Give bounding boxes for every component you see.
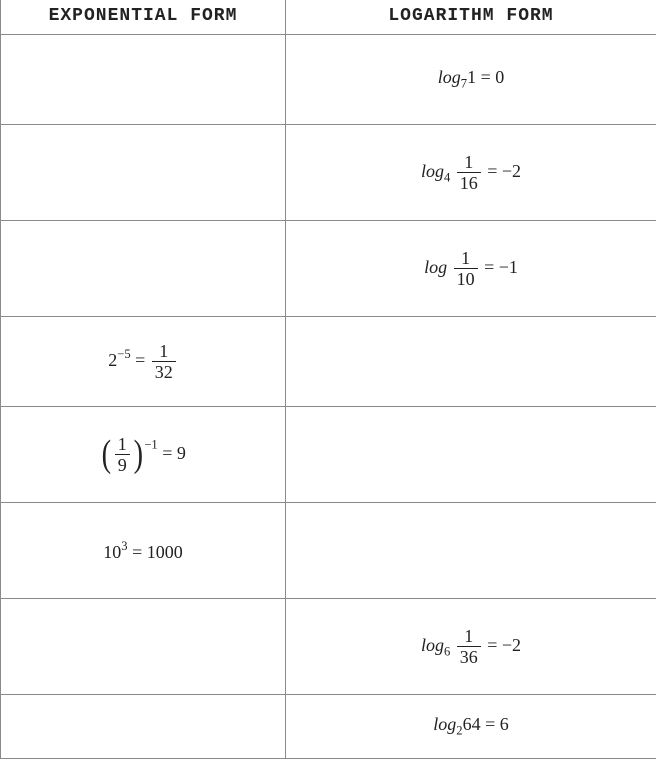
table-row: log4 116 = −2 [1,125,656,221]
cell-exponential: 2−5 = 132 [1,317,286,407]
header-logarithm: LOGARITHM FORM [286,0,656,35]
table-row: log264 = 6 [1,695,656,759]
exp-expr: ( 19 ) −1 = 9 [100,443,186,463]
log-expr: log4 116 = −2 [421,161,521,181]
cell-exponential: ( 19 ) −1 = 9 [1,407,286,503]
table-row: log 110 = −1 [1,221,656,317]
table-row: log71 = 0 [1,35,656,125]
table-row: log6 136 = −2 [1,599,656,695]
table-row: 2−5 = 132 [1,317,656,407]
cell-logarithm [286,407,656,503]
cell-logarithm: log4 116 = −2 [286,125,656,221]
cell-logarithm [286,317,656,407]
log-expr: log264 = 6 [433,714,508,734]
header-row: EXPONENTIAL FORM LOGARITHM FORM [1,0,656,35]
exp-expr: 103 = 1000 [103,542,182,562]
cell-logarithm: log6 136 = −2 [286,599,656,695]
cell-exponential: 103 = 1000 [1,503,286,599]
cell-logarithm: log71 = 0 [286,35,656,125]
table-row: ( 19 ) −1 = 9 [1,407,656,503]
log-expr: log6 136 = −2 [421,635,521,655]
cell-exponential [1,125,286,221]
cell-logarithm: log264 = 6 [286,695,656,759]
cell-exponential [1,35,286,125]
log-expr: log71 = 0 [438,67,504,87]
cell-logarithm: log 110 = −1 [286,221,656,317]
cell-logarithm [286,503,656,599]
exp-expr: 2−5 = 132 [108,350,178,370]
header-exponential: EXPONENTIAL FORM [1,0,286,35]
log-expr: log 110 = −1 [424,257,518,277]
cell-exponential [1,221,286,317]
table-row: 103 = 1000 [1,503,656,599]
exp-log-table: EXPONENTIAL FORM LOGARITHM FORM log71 = … [0,0,656,759]
cell-exponential [1,695,286,759]
cell-exponential [1,599,286,695]
